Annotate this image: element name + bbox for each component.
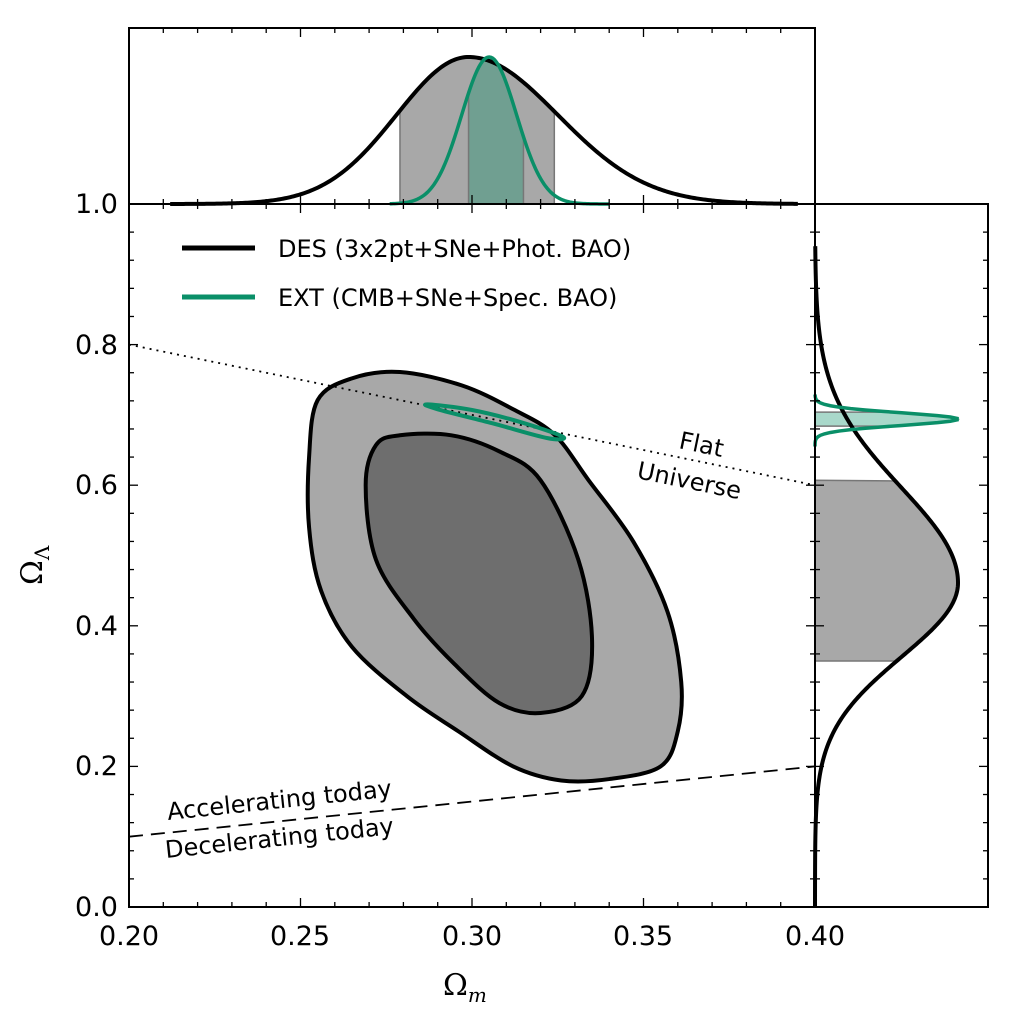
axis-ticks [128,28,988,908]
legend-label-ext: EXT (CMB+SNe+Spec. BAO) [278,284,617,312]
y-tick-label: 0.0 [75,892,118,923]
legend-label-des: DES (3x2pt+SNe+Phot. BAO) [278,235,631,263]
flat-reference-line [128,343,816,487]
y-tick-label: 0.2 [75,751,118,782]
y-tick-label: 0.4 [75,611,118,642]
ext-omega-m-curve [389,55,610,206]
y-axis-label: ΩΛ [15,545,54,585]
acceleration-reference-line [128,765,816,838]
des-omega-lambda-band [814,479,959,662]
x-axis-label: Ωm [443,968,487,1007]
x-tick-label: 0.40 [785,921,845,952]
y-tick-label: 0.6 [75,470,118,501]
main-plot [128,203,816,908]
ext-omega-lambda-curve [813,394,959,447]
ext-contour-95 [423,402,567,442]
right-marginal-plot [813,203,989,908]
x-tick-label: 0.25 [270,921,330,952]
x-tick-label: 0.30 [442,921,502,952]
right-marginal-frame [814,203,989,908]
top-marginal-plot [128,27,816,206]
x-tick-label: 0.35 [613,921,673,952]
y-tick-label: 1.0 [75,189,118,220]
des-omega-lambda-curve [813,246,960,908]
tick-labels: 0.20 0.25 0.30 0.35 0.40 0.0 0.2 0.4 0.6… [75,189,845,952]
legend: DES (3x2pt+SNe+Phot. BAO) EXT (CMB+SNe+S… [182,235,631,312]
y-tick-label: 0.8 [75,330,118,361]
x-tick-label: 0.20 [99,921,159,952]
des-contour-68 [363,431,595,716]
